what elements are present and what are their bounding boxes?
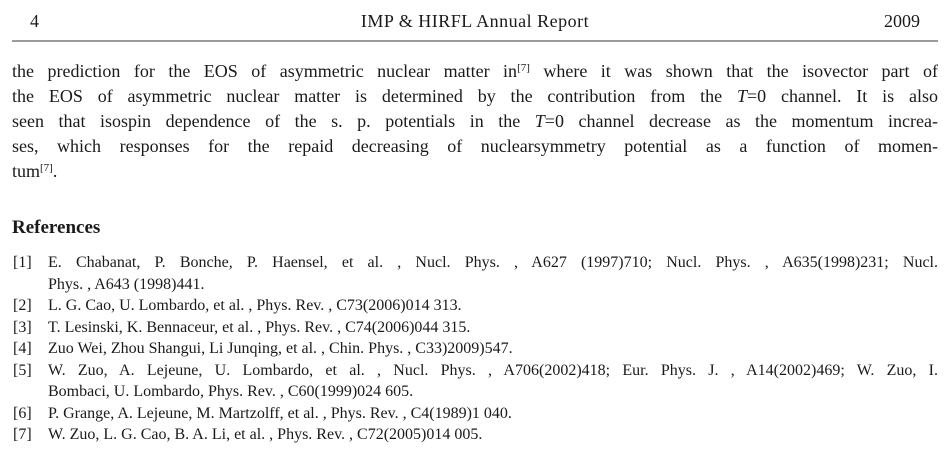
page-header: 4 IMP & HIRFL Annual Report 2009	[0, 0, 950, 32]
italic-symbol: T	[534, 111, 545, 131]
reference-item: [3] T. Lesinski, K. Bennaceur, et al. , P…	[12, 317, 938, 339]
citation-superscript: [7]	[40, 162, 53, 174]
reference-item: [2] L. G. Cao, U. Lombardo, et al. , Phys…	[12, 295, 938, 317]
references-heading: References	[12, 217, 101, 238]
paragraph-line: the EOS of asymmetric nuclear matter is …	[12, 84, 938, 109]
reference-line: T. Lesinski, K. Bennaceur, et al. , Phys…	[48, 318, 471, 336]
reference-number: [6]	[13, 404, 32, 422]
paragraph-text: tum	[12, 161, 41, 181]
paragraph-text: =0 channel decrease as the momentum incr…	[544, 111, 939, 131]
reference-line: Zuo Wei, Zhou Shangui, Li Junqing, et al…	[48, 340, 513, 357]
reference-item: [1] E. Chabanat, P. Bonche, P. Haensel, e…	[12, 252, 938, 295]
reference-line: P. Grange, A. Lejeune, M. Martzolff, et …	[48, 404, 512, 422]
paragraph-text: ses, which responses for the repaid decr…	[12, 136, 938, 156]
reference-number: [3]	[13, 318, 32, 336]
report-year: 2009	[884, 11, 920, 31]
references-list: [1] E. Chabanat, P. Bonche, P. Haensel, e…	[12, 252, 938, 446]
report-title: IMP & HIRFL Annual Report	[360, 11, 590, 31]
italic-symbol: T	[736, 86, 747, 106]
reference-line: W. Zuo, A. Lejeune, U. Lombardo, et al. …	[48, 361, 938, 379]
paragraph-line: seen that isospin dependence of the s. p…	[12, 109, 938, 134]
paragraph-text: =0 channel. It is also	[746, 86, 939, 106]
reference-number: [2]	[13, 297, 32, 314]
paragraph-text: the prediction for the EOS of asymmetric…	[12, 61, 518, 81]
reference-number: [7]	[13, 426, 32, 443]
paragraph-line: ses, which responses for the repaid decr…	[12, 134, 938, 159]
reference-number: [4]	[13, 340, 32, 357]
paragraph-text: where it was shown that the isovector pa…	[529, 61, 938, 81]
header-rule	[12, 40, 938, 42]
page-content: the prediction for the EOS of asymmetric…	[0, 59, 950, 446]
paragraph-text: .	[52, 161, 58, 181]
paragraph-line: the prediction for the EOS of asymmetric…	[12, 59, 938, 84]
paragraph-line: tum[7].	[12, 159, 938, 184]
reference-line: L. G. Cao, U. Lombardo, et al. , Phys. R…	[48, 297, 462, 314]
paragraph-text: the EOS of asymmetric nuclear matter is …	[12, 86, 737, 106]
paragraph-text: seen that isospin dependence of the s. p…	[12, 111, 535, 131]
reference-number: [5]	[13, 361, 32, 379]
citation-superscript: [7]	[517, 62, 530, 74]
reference-number: [1]	[13, 254, 32, 271]
reference-item: [5] W. Zuo, A. Lejeune, U. Lombardo, et a…	[12, 360, 938, 403]
page-number: 4	[30, 11, 39, 31]
reference-line: W. Zuo, L. G. Cao, B. A. Li, et al. , Ph…	[48, 426, 483, 443]
reference-item: [4] Zuo Wei, Zhou Shangui, Li Junqing, et…	[12, 338, 938, 360]
reference-line: Bombaci, U. Lombardo, Phys. Rev. , C60(1…	[48, 383, 414, 400]
reference-item: [7] W. Zuo, L. G. Cao, B. A. Li, et al. ,…	[12, 424, 938, 446]
reference-item: [6] P. Grange, A. Lejeune, M. Martzolff, …	[12, 403, 938, 425]
reference-line: Phys. , A643 (1998)441.	[48, 275, 205, 293]
reference-line: E. Chabanat, P. Bonche, P. Haensel, et a…	[48, 254, 938, 271]
body-paragraph: the prediction for the EOS of asymmetric…	[12, 59, 938, 184]
